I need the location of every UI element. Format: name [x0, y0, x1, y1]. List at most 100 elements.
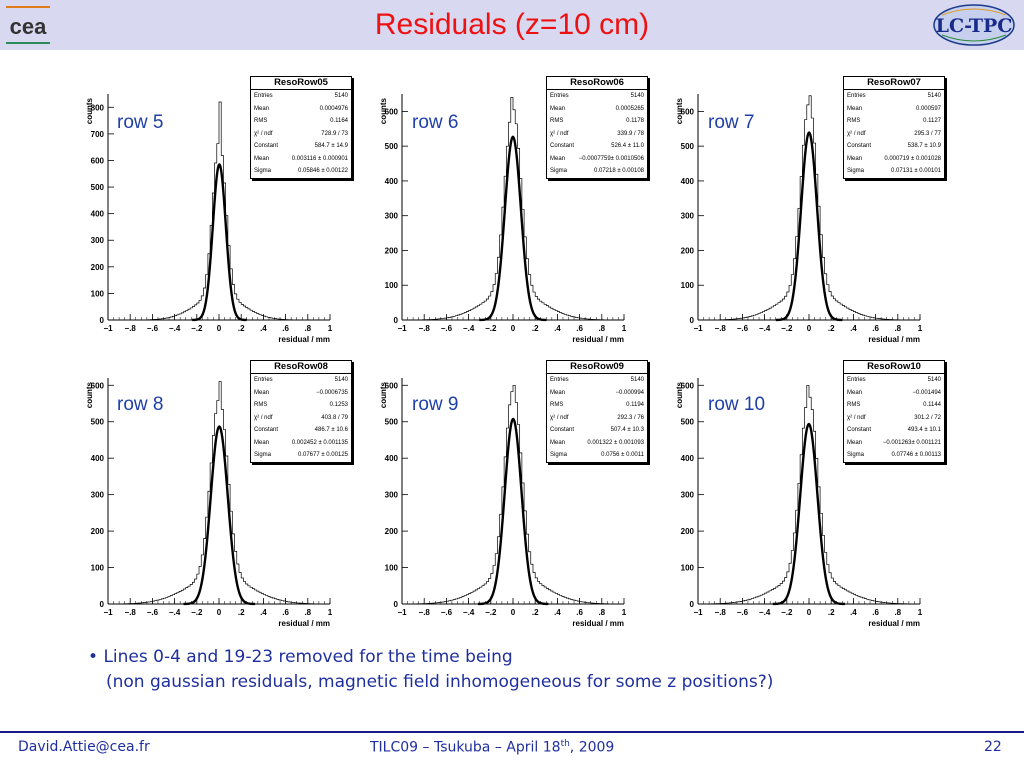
y-tick-label: 0 — [100, 600, 105, 609]
y-tick-label: 600 — [681, 381, 695, 390]
stats-fit-mean: Mean 0.002452 ± 0.001135 — [254, 439, 348, 446]
stats-entries: Entries 5140 — [254, 93, 348, 99]
x-tick-label: .8 — [304, 608, 311, 617]
y-tick-label: 300 — [385, 491, 399, 500]
stats-sigma: Sigma 0.07131 ± 0.00101 — [847, 168, 941, 174]
x-tick-label: 0 — [217, 608, 222, 617]
stats-fit-mean: Mean 0.001322 ± 0.001093 — [550, 439, 644, 446]
svg-text:cea: cea — [10, 14, 47, 39]
stats-mean: Mean −0.000994 — [550, 389, 644, 396]
x-tick-label: −.6 — [147, 324, 159, 333]
y-tick-label: 100 — [681, 281, 695, 290]
stats-box: ResoRow06 Entries 5140 Mean 0.0005265 RMS 0… — [546, 76, 648, 179]
y-tick-label: 0 — [100, 316, 105, 325]
stats-entries: Entries 5140 — [254, 377, 348, 383]
y-tick-label: 200 — [681, 527, 695, 536]
y-tick-label: 200 — [385, 246, 399, 255]
histogram-panel: −1 −.8 −.6 −.4 −.2 0 .2 .4 .6 .8 1 0 100 200 300 400 500… — [372, 356, 648, 631]
y-tick-label: 600 — [681, 107, 695, 116]
x-tick-label: .4 — [850, 608, 857, 617]
y-axis-label: counts — [675, 381, 684, 408]
y-tick-label: 200 — [385, 527, 399, 536]
stats-mean: Mean −0.001494 — [847, 389, 941, 396]
stats-constant: Constant 526.4 ± 11.0 — [550, 143, 644, 149]
y-tick-label: 500 — [91, 183, 105, 192]
x-tick-label: −.6 — [737, 608, 749, 617]
x-tick-label: .2 — [828, 324, 835, 333]
y-tick-label: 400 — [385, 454, 399, 463]
histogram-plot: −1 −.8 −.6 −.4 −.2 0 .2 .4 .6 .8 1 0 100 200 300 400 500… — [379, 94, 627, 344]
x-tick-label: −1 — [397, 324, 407, 333]
bullet-line-1: • Lines 0-4 and 19-23 removed for the ti… — [88, 647, 513, 667]
stats-chi2: χ² / ndf 728.9 / 73 — [254, 130, 348, 137]
x-tick-label: −.8 — [715, 324, 727, 333]
stats-chi2: χ² / ndf 295.3 / 77 — [847, 130, 941, 137]
footer-event: TILC09 – Tsukuba – April 18th, 2009 — [370, 739, 615, 756]
svg-text:LC-TPC: LC-TPC — [936, 15, 1013, 37]
stats-box: ResoRow05 Entries 5140 Mean 0.0004976 RMS 0… — [250, 76, 352, 179]
y-axis-label: counts — [85, 97, 94, 124]
stats-constant: Constant 507.4 ± 10.3 — [550, 427, 644, 433]
y-tick-label: 600 — [385, 107, 399, 116]
x-tick-label: .2 — [532, 608, 539, 617]
stats-rms: RMS 0.1127 — [847, 118, 941, 124]
stats-entries: Entries 5140 — [550, 93, 644, 99]
x-tick-label: −.8 — [419, 608, 431, 617]
stats-box: ResoRow08 Entries 5140 Mean −0.0006735 RMS… — [250, 360, 352, 463]
x-tick-label: −.6 — [441, 608, 453, 617]
stats-sigma: Sigma 0.05846 ± 0.00122 — [254, 168, 348, 174]
y-tick-label: 400 — [681, 454, 695, 463]
x-tick-label: −.4 — [463, 324, 475, 333]
x-tick-label: .6 — [282, 324, 289, 333]
y-tick-label: 400 — [385, 177, 399, 186]
x-tick-label: 1 — [622, 608, 627, 617]
x-axis-label: residual / mm — [278, 335, 330, 344]
y-tick-label: 300 — [91, 236, 105, 245]
gaussian-fit-curve — [192, 162, 247, 322]
x-tick-label: 1 — [918, 324, 923, 333]
stats-title: ResoRow05 — [251, 77, 351, 90]
stats-box: ResoRow07 Entries 5140 Mean 0.000597 RMS 0.… — [843, 76, 945, 179]
stats-constant: Constant 493.4 ± 10.1 — [847, 427, 941, 433]
x-tick-label: .2 — [238, 608, 245, 617]
stats-mean: Mean −0.0006735 — [254, 389, 348, 396]
x-tick-label: .8 — [894, 324, 901, 333]
x-tick-label: 0 — [511, 608, 516, 617]
stats-title: ResoRow07 — [844, 77, 944, 90]
y-tick-label: 0 — [394, 600, 399, 609]
x-tick-label: −1 — [103, 324, 113, 333]
stats-chi2: χ² / ndf 292.3 / 76 — [550, 414, 644, 421]
y-tick-label: 300 — [91, 491, 105, 500]
histogram-bars — [697, 384, 921, 605]
x-tick-label: .6 — [872, 324, 879, 333]
histogram-bars — [107, 381, 331, 605]
y-tick-label: 400 — [681, 177, 695, 186]
x-axis-label: residual / mm — [278, 619, 330, 628]
bullet-text-1: Lines 0-4 and 19-23 removed for the time… — [103, 647, 513, 667]
stats-rms: RMS 0.1253 — [254, 402, 348, 408]
x-axis-label: residual / mm — [572, 619, 624, 628]
stats-mean: Mean 0.0005265 — [550, 105, 644, 112]
y-tick-label: 600 — [385, 381, 399, 390]
y-axis-label: counts — [379, 97, 388, 124]
stats-title: ResoRow08 — [251, 361, 351, 374]
histogram-bars — [401, 384, 625, 605]
x-tick-label: −.4 — [759, 608, 771, 617]
x-tick-label: −1 — [103, 608, 113, 617]
stats-title: ResoRow09 — [547, 361, 647, 374]
x-tick-label: 1 — [918, 608, 923, 617]
stats-mean: Mean 0.0004976 — [254, 105, 348, 112]
row-label: row 9 — [410, 394, 461, 416]
stats-constant: Constant 538.7 ± 10.9 — [847, 143, 941, 149]
x-tick-label: .4 — [260, 608, 267, 617]
x-axis-label: residual / mm — [868, 335, 920, 344]
x-tick-label: −.8 — [125, 324, 137, 333]
x-tick-label: −.8 — [419, 324, 431, 333]
y-tick-label: 100 — [681, 564, 695, 573]
x-tick-label: −.4 — [169, 324, 181, 333]
row-label: row 10 — [706, 394, 768, 416]
y-tick-label: 800 — [91, 103, 105, 112]
y-tick-label: 700 — [91, 130, 105, 139]
stats-rms: RMS 0.1194 — [550, 402, 644, 408]
histogram-plot: −1 −.8 −.6 −.4 −.2 0 .2 .4 .6 .8 1 0 100 200 300 400 500… — [85, 94, 333, 344]
